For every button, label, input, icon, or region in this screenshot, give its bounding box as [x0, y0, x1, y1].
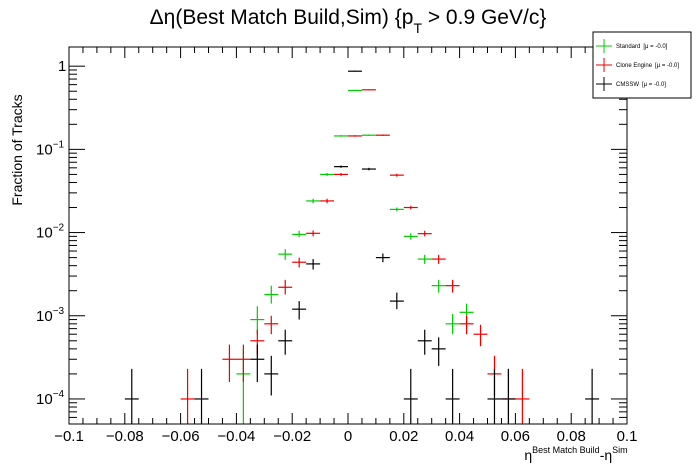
- data-point: [292, 257, 307, 268]
- data-point: [278, 279, 293, 295]
- legend-label-standard: Standard [μ = -0.0]: [616, 44, 668, 50]
- x-tick-label: −0.06: [162, 428, 200, 445]
- data-point: [585, 368, 600, 424]
- data-point: [278, 249, 293, 260]
- axis-ticks: [68, 47, 628, 425]
- y-axis-title: Fraction of Tracks: [9, 94, 25, 205]
- data-point: [264, 315, 279, 335]
- data-point: [264, 285, 279, 304]
- x-tick-labels: −0.1 −0.08 −0.06 −0.04 −0.02 0 0.02 0.04 0.06 0.0…: [54, 428, 637, 445]
- data-point: [459, 315, 474, 335]
- data-marks: [124, 70, 600, 424]
- data-point: [389, 173, 404, 177]
- data-point: [250, 306, 265, 335]
- data-point: [194, 368, 209, 424]
- data-point: [278, 329, 293, 355]
- data-point: [348, 70, 362, 72]
- data-point: [403, 368, 418, 424]
- chart-title: Δη(Best Match Build,Sim) {pT > 0.9 GeV/c…: [150, 6, 547, 36]
- y-tick-label: 1: [58, 58, 66, 75]
- data-point: [389, 207, 404, 212]
- data-point: [375, 253, 390, 263]
- legend-label-cmssw: CMSSW [μ = -0.0]: [616, 82, 666, 88]
- data-point: [236, 344, 251, 382]
- x-tick-label: −0.1: [54, 428, 84, 445]
- x-tick-label: 0.08: [557, 428, 586, 445]
- data-point: [403, 205, 418, 210]
- x-tick-label: 0.1: [617, 428, 638, 445]
- data-point: [124, 368, 139, 424]
- data-point: [320, 172, 335, 176]
- data-point: [487, 368, 502, 424]
- series-clone-engine: [180, 89, 530, 424]
- x-tick-label: −0.02: [273, 428, 311, 445]
- data-point: [320, 198, 335, 204]
- data-point: [250, 344, 265, 382]
- data-point: [445, 279, 460, 293]
- legend-label-clone-engine: Clone Engine [μ = -0.0]: [616, 63, 679, 69]
- data-point: [417, 230, 432, 237]
- x-tick-label: −0.08: [106, 428, 144, 445]
- y-tick-label: 10−3: [36, 306, 65, 325]
- data-point: [417, 254, 432, 264]
- data-point: [361, 134, 376, 136]
- data-point: [473, 324, 488, 347]
- series-cmssw: [124, 70, 600, 424]
- data-point: [306, 259, 321, 270]
- y-tick-labels: 1 10−1 10−2 10−3 10−4: [36, 58, 66, 408]
- data-point: [417, 329, 432, 355]
- data-point: [431, 337, 446, 366]
- x-tick-label: 0.04: [445, 428, 474, 445]
- x-tick-label: 0.06: [501, 428, 530, 445]
- data-point: [348, 135, 362, 137]
- data-point: [501, 368, 516, 424]
- data-point: [375, 134, 390, 136]
- data-point: [348, 89, 362, 92]
- data-point: [361, 89, 376, 91]
- legend-entry-clone-engine: Clone Engine [μ = -0.0]: [596, 58, 679, 72]
- x-axis-title: ηBest Match Build-ηSim: [524, 445, 627, 463]
- data-point: [361, 167, 376, 171]
- x-tick-label: 0: [344, 428, 352, 445]
- data-point: [334, 165, 348, 168]
- legend-entry-standard: Standard [μ = -0.0]: [596, 39, 668, 53]
- data-point: [334, 172, 348, 176]
- data-point: [431, 254, 446, 264]
- plot-frame: [68, 46, 628, 425]
- y-tick-label: 10−4: [36, 389, 65, 408]
- y-tick-label: 10−1: [36, 139, 65, 158]
- data-point: [445, 368, 460, 424]
- data-point: [264, 355, 279, 396]
- data-point: [431, 279, 446, 293]
- data-point: [403, 233, 418, 240]
- x-tick-label: 0.02: [389, 428, 418, 445]
- data-point: [445, 313, 460, 335]
- x-tick-label: −0.04: [217, 428, 255, 445]
- data-point: [306, 198, 321, 204]
- data-point: [292, 230, 307, 238]
- data-point: [334, 135, 348, 137]
- y-tick-label: 10−2: [36, 223, 65, 242]
- data-point: [180, 368, 195, 424]
- data-point: [292, 301, 307, 320]
- data-point: [222, 344, 237, 382]
- legend: Standard [μ = -0.0] Clone Engine [μ = -0.0…: [592, 31, 692, 99]
- legend-entry-cmssw: CMSSW [μ = -0.0]: [596, 77, 666, 91]
- data-point: [306, 230, 321, 237]
- data-point: [389, 292, 404, 310]
- data-point: [515, 368, 530, 424]
